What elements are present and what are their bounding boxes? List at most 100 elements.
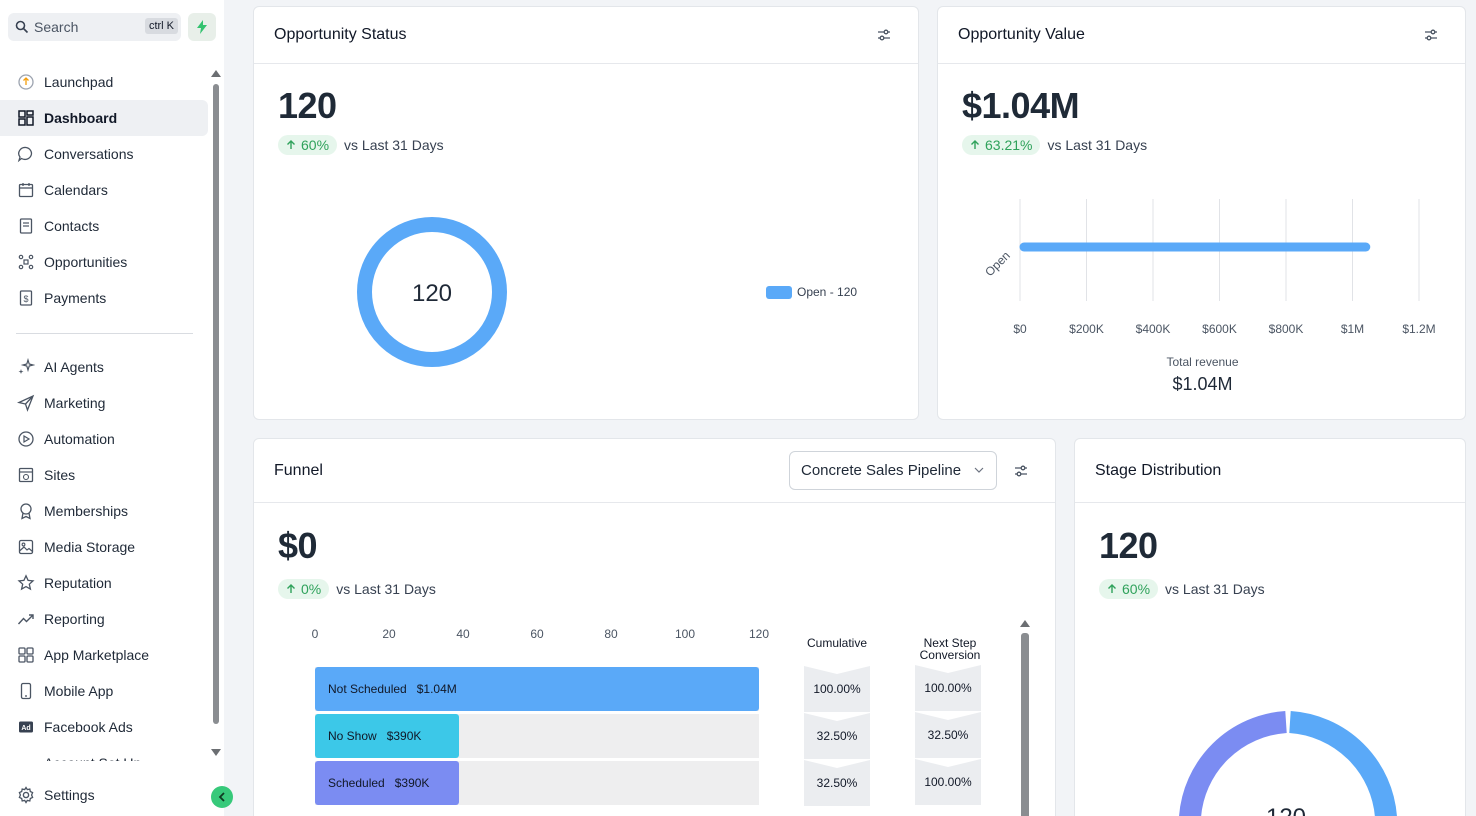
- change-badge: 60%: [278, 135, 338, 155]
- opportunity-status-donut: 120: [357, 217, 507, 367]
- y-category-label: Open: [982, 248, 1013, 279]
- donut-segment-open: [357, 217, 507, 367]
- sidebar-item-reporting[interactable]: Reporting: [0, 601, 208, 637]
- funnel-bar-no-show[interactable]: No Show $390K: [315, 714, 460, 758]
- next-step-conversion-cell: 100.00%: [915, 759, 981, 805]
- change-value: 60%: [301, 137, 330, 153]
- sidebar-item-opportunities[interactable]: Opportunities: [0, 244, 208, 280]
- send-icon: [16, 393, 36, 413]
- trend-indicator: 60% vs Last 31 Days: [1099, 579, 1265, 599]
- sidebar-item-ai-agents[interactable]: AI Agents: [0, 349, 208, 385]
- funnel-stage-name: Scheduled: [328, 776, 385, 790]
- funnel-card: Funnel Concrete Sales Pipeline $0 0% vs …: [253, 438, 1056, 816]
- sidebar-item-label: AI Agents: [44, 359, 104, 375]
- sidebar-item-mobile-app[interactable]: Mobile App: [0, 673, 208, 709]
- sidebar-item-memberships[interactable]: Memberships: [0, 493, 208, 529]
- sidebar-item-reputation[interactable]: Reputation: [0, 565, 208, 601]
- search-input[interactable]: Search ctrl K: [8, 13, 181, 41]
- sidebar-item-launchpad[interactable]: Launchpad: [0, 64, 208, 100]
- scroll-up-arrow[interactable]: [211, 70, 221, 77]
- next-step-column-header-line1: Next Step: [923, 636, 977, 650]
- funnel-stage-value: $390K: [386, 729, 422, 743]
- collapse-sidebar-button[interactable]: [211, 786, 233, 808]
- sidebar-item-calendars[interactable]: Calendars: [0, 172, 208, 208]
- donut-center-value: 120: [412, 280, 452, 307]
- sidebar-item-label: Reporting: [44, 611, 105, 627]
- x-tick-label: $1M: [1341, 322, 1364, 336]
- sidebar-item-label: Media Storage: [44, 539, 136, 555]
- trend-indicator: 63.21% vs Last 31 Days: [962, 135, 1147, 155]
- scroll-down-arrow[interactable]: [211, 749, 221, 756]
- filter-settings-icon[interactable]: [1013, 463, 1029, 479]
- filter-settings-icon[interactable]: [876, 27, 892, 43]
- trend-icon: [16, 609, 36, 629]
- sidebar-item-facebook-ads[interactable]: Ad Facebook Ads: [0, 709, 208, 745]
- sidebar-scrollbar[interactable]: [213, 84, 219, 724]
- funnel-scroll-up-arrow[interactable]: [1020, 620, 1030, 627]
- opportunity-value-card: Opportunity Value $1.04M 63.21% vs Last …: [937, 6, 1466, 420]
- sidebar-item-contacts[interactable]: Contacts: [0, 208, 208, 244]
- change-value: 60%: [1122, 581, 1151, 597]
- automation-icon: [16, 429, 36, 449]
- chevron-down-icon: [974, 467, 984, 473]
- opportunity-value-total: $1.04M: [962, 85, 1080, 126]
- funnel-axis-tick: 60: [530, 627, 544, 641]
- change-value: 0%: [301, 581, 322, 597]
- change-badge: 0%: [278, 579, 330, 599]
- funnel-stage-name: Not Scheduled: [328, 682, 407, 696]
- phone-icon: [16, 681, 36, 701]
- compare-label: vs Last 31 Days: [1165, 581, 1265, 597]
- sidebar-item-label: Marketing: [44, 395, 106, 411]
- sidebar-item-automation[interactable]: Automation: [0, 421, 208, 457]
- sidebar-item-label: Mobile App: [44, 683, 114, 699]
- compare-label: vs Last 31 Days: [1047, 137, 1148, 153]
- sidebar-item-account-setup[interactable]: Account Set Up: [16, 755, 141, 761]
- stage-distribution-donut: 120: [1179, 711, 1397, 816]
- star-icon: [16, 573, 36, 593]
- change-badge: 60%: [1099, 579, 1159, 599]
- calendar-icon: [16, 180, 36, 200]
- compare-label: vs Last 31 Days: [336, 581, 436, 597]
- filter-settings-icon[interactable]: [1423, 27, 1439, 43]
- dashboard-icon: [16, 108, 36, 128]
- funnel-axis-tick: 80: [604, 627, 618, 641]
- funnel-value: $0: [278, 525, 318, 566]
- legend-swatch: [766, 285, 792, 299]
- sidebar-item-media-storage[interactable]: Media Storage: [0, 529, 208, 565]
- arrow-up-icon: [971, 140, 979, 149]
- sidebar-item-sites[interactable]: Sites: [0, 457, 208, 493]
- funnel-axis-tick: 120: [748, 627, 770, 641]
- sidebar: Search ctrl K Launchpad Dashboard Conversa…: [0, 0, 224, 816]
- x-tick-label: $600K: [1202, 322, 1237, 336]
- sidebar-item-payments[interactable]: $ Payments: [0, 280, 208, 316]
- funnel-scrollbar[interactable]: [1021, 633, 1029, 816]
- svg-text:$: $: [23, 294, 28, 304]
- pipeline-select[interactable]: Concrete Sales Pipeline: [789, 451, 997, 490]
- sidebar-item-label: Automation: [44, 431, 115, 447]
- sidebar-item-app-marketplace[interactable]: App Marketplace: [0, 637, 208, 673]
- opportunity-value-bar-chart: $0 $200K $400K $600K $800K $1M $1.2M Open: [982, 199, 1436, 336]
- payments-icon: $: [16, 288, 36, 308]
- funnel-bar-scheduled[interactable]: Scheduled $390K: [315, 761, 460, 805]
- sidebar-item-settings[interactable]: Settings: [0, 777, 208, 813]
- sidebar-item-label: Facebook Ads: [44, 719, 133, 735]
- chat-icon: [16, 144, 36, 164]
- cumulative-cell: 32.50%: [804, 760, 870, 806]
- search-shortcut-badge: ctrl K: [144, 18, 178, 34]
- compare-label: vs Last 31 Days: [344, 137, 444, 153]
- sidebar-item-dashboard[interactable]: Dashboard: [0, 100, 208, 136]
- donut-segment-scheduled: [1179, 711, 1288, 816]
- sidebar-item-conversations[interactable]: Conversations: [0, 136, 208, 172]
- sidebar-divider: [16, 333, 193, 334]
- sidebar-item-marketing[interactable]: Marketing: [0, 385, 208, 421]
- arrow-up-icon: [287, 140, 295, 149]
- trend-indicator: 60% vs Last 31 Days: [278, 135, 444, 155]
- funnel-bar-not-scheduled[interactable]: Not Scheduled $1.04M: [315, 667, 759, 711]
- next-step-column-header-line2: Conversion: [919, 648, 981, 662]
- quick-action-button[interactable]: [188, 13, 216, 41]
- opportunity-count: 120: [278, 85, 337, 126]
- sidebar-item-label: Sites: [44, 467, 76, 483]
- x-tick-label: $200K: [1069, 322, 1104, 336]
- funnel-stage-name: No Show: [328, 729, 377, 743]
- search-icon: [15, 20, 29, 34]
